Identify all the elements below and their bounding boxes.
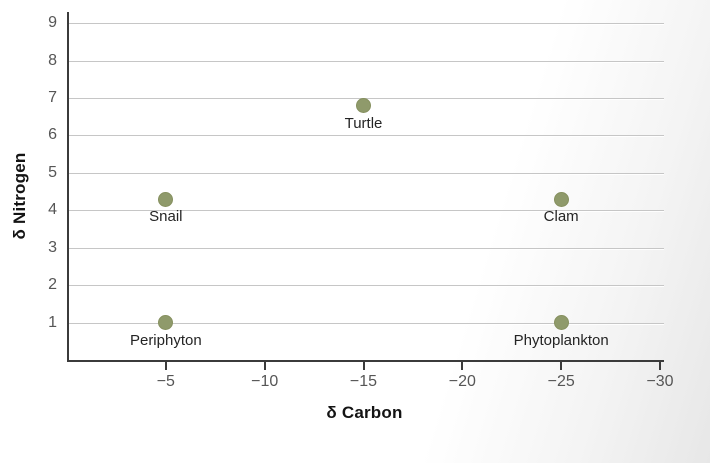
y-tick-label: 5 [48,163,57,181]
point-label: Periphyton [129,331,202,349]
gridline [69,60,664,62]
x-tick-label: −25 [547,373,575,390]
x-tick-mark [461,362,464,370]
x-axis-title: δ Carbon [326,403,403,422]
point-label: Clam [543,208,579,226]
data-point [553,315,569,331]
gridline [69,285,664,287]
x-tick-label: −20 [448,373,476,390]
point-label: Phytoplankton [513,331,609,349]
x-tick-mark [362,362,365,370]
x-tick-mark [659,362,662,370]
gridline [69,322,664,324]
data-point [553,191,569,207]
data-point [158,191,174,207]
x-tick-mark [263,362,266,370]
gridline [69,23,664,25]
data-point [158,315,174,331]
point-label: Snail [149,208,183,226]
plot-area [67,12,664,362]
y-tick-label: 8 [48,51,57,69]
y-tick-label: 3 [48,238,57,256]
y-tick-label: 1 [48,313,57,331]
gridline [69,135,664,137]
y-tick-label: 2 [48,276,57,294]
gridline [69,247,664,249]
point-label: Turtle [344,114,383,132]
x-tick-label: −30 [646,373,674,390]
gridline [69,210,664,212]
gridline [69,172,664,174]
x-tick-label: −15 [349,373,378,390]
y-tick-label: 4 [48,201,57,219]
x-tick-mark [164,362,167,370]
data-point [356,98,371,114]
y-tick-label: 7 [48,89,57,107]
x-tick-mark [560,362,563,370]
y-tick-label: 6 [48,126,57,144]
x-tick-label: −10 [251,373,279,390]
x-tick-label: −5 [156,373,175,390]
y-tick-label: 9 [48,14,57,32]
